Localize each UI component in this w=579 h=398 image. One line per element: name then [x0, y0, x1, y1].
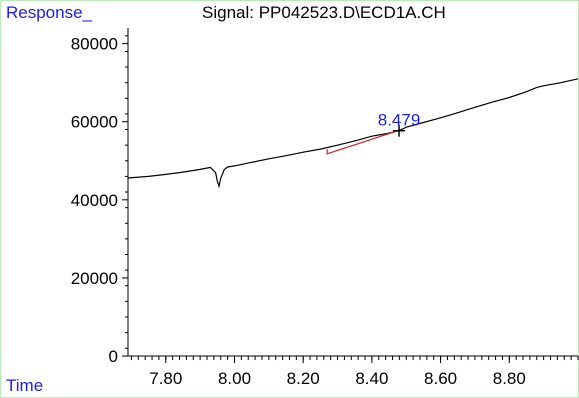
chart-title: Signal: PP042523.D\ECD1A.CH: [202, 3, 446, 22]
x-tick-label: 7.80: [149, 369, 182, 388]
baseline-line: [326, 129, 400, 155]
y-tick-label: 80000: [71, 35, 118, 54]
y-tick-label: 20000: [71, 269, 118, 288]
x-tick-label: 8.00: [218, 369, 251, 388]
x-tick-label: 8.20: [287, 369, 320, 388]
y-tick-label: 0: [109, 347, 118, 366]
peak-label: 8.479: [378, 111, 421, 130]
x-axis-label: Time: [6, 376, 44, 395]
x-tick-label: 8.80: [493, 369, 526, 388]
x-tick-label: 8.60: [424, 369, 457, 388]
signal-line: [127, 78, 579, 189]
y-axis-label: Response_: [6, 3, 93, 22]
y-tick-label: 40000: [71, 191, 118, 210]
y-tick-label: 60000: [71, 113, 118, 132]
x-tick-label: 8.40: [355, 369, 388, 388]
